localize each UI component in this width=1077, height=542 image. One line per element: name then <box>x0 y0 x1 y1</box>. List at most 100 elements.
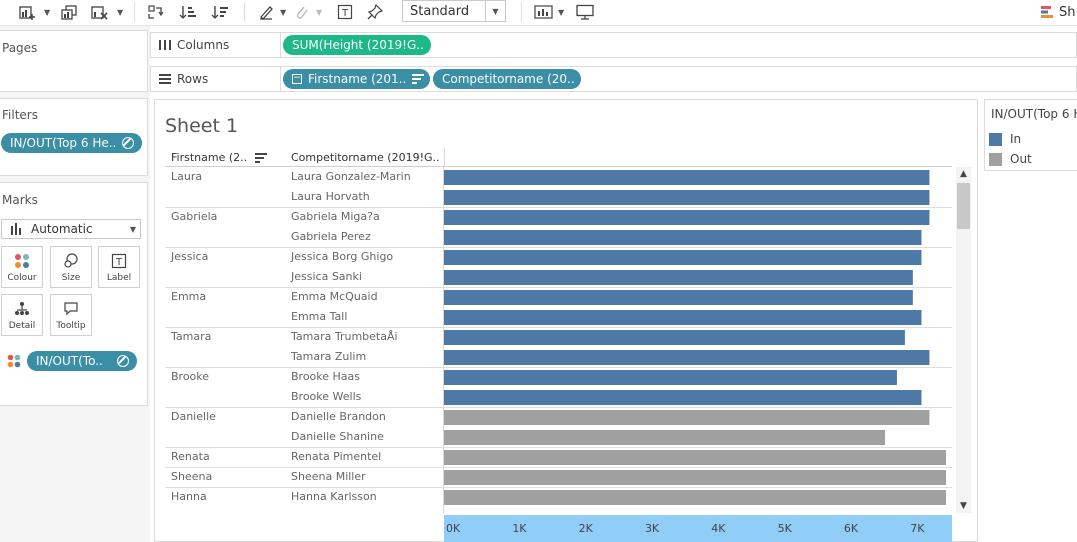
header-competitor[interactable]: Competitorname (2019!G.. <box>291 151 440 164</box>
size-icon <box>64 253 78 268</box>
rows-shelf[interactable]: Rows − Firstname (201.. Competitorname (… <box>150 66 1077 92</box>
bar-in[interactable] <box>444 170 930 185</box>
highlight-pen-icon[interactable] <box>256 2 276 22</box>
label-button[interactable]: T Label <box>98 246 140 288</box>
firstname-cell[interactable]: Danielle <box>171 410 216 423</box>
size-button[interactable]: Size <box>50 246 92 288</box>
bar-in[interactable] <box>444 190 930 205</box>
presentation-mode-icon[interactable] <box>574 2 596 22</box>
bar-out[interactable] <box>444 410 930 425</box>
group-dropdown-icon[interactable]: ▼ <box>316 7 323 17</box>
competitor-cell[interactable]: Danielle Shanine <box>291 430 384 443</box>
chevron-down-icon[interactable]: ▼ <box>129 224 136 234</box>
competitor-cell[interactable]: Emma Tall <box>291 310 348 323</box>
competitor-cell[interactable]: Gabriela Miga?a <box>291 210 380 223</box>
rows-pill-competitor-label: Competitorname (20.. <box>442 72 575 86</box>
row-divider <box>165 447 952 448</box>
columns-shelf[interactable]: Columns SUM(Height (2019!G.. <box>150 32 1077 58</box>
header-firstname[interactable]: Firstname (2.. <box>171 151 268 164</box>
firstname-cell[interactable]: Tamara <box>171 330 212 343</box>
competitor-cell[interactable]: Tamara Zulim <box>291 350 367 363</box>
detail-label: Detail <box>8 321 36 331</box>
bar-in[interactable] <box>444 330 905 345</box>
bar-out[interactable] <box>444 430 885 445</box>
bar-in[interactable] <box>444 290 913 305</box>
show-cards-icon[interactable] <box>532 2 556 22</box>
bar-in[interactable] <box>444 310 922 325</box>
bar-in[interactable] <box>444 390 922 405</box>
rows-pill-competitor[interactable]: Competitorname (20.. <box>433 69 581 89</box>
competitor-cell[interactable]: Jessica Sanki <box>291 270 362 283</box>
competitor-cell[interactable]: Laura Gonzalez-Marin <box>291 170 411 183</box>
competitor-cell[interactable]: Brooke Wells <box>291 390 362 403</box>
mark-type-select[interactable]: Automatic ▼ <box>1 219 141 239</box>
fix-axes-pin-icon[interactable] <box>365 2 385 22</box>
bar-in[interactable] <box>444 350 930 365</box>
left-panel: Pages Filters IN/OUT(Top 6 He.. Marks Au… <box>0 26 150 542</box>
columns-pill[interactable]: SUM(Height (2019!G.. <box>283 35 431 55</box>
vertical-scrollbar[interactable]: ▲ ▼ <box>956 167 971 513</box>
bar-in[interactable] <box>444 230 922 245</box>
x-axis[interactable]: 0K 1K 2K 3K 4K 5K 6K 7K <box>444 515 952 542</box>
competitor-cell[interactable]: Laura Horvath <box>291 190 370 203</box>
detail-button[interactable]: Detail <box>1 294 43 336</box>
competitor-cell[interactable]: Danielle Brandon <box>291 410 386 423</box>
duplicate-sheet-icon[interactable] <box>58 2 80 22</box>
legend-item-in[interactable]: In <box>989 132 1021 146</box>
sort-icon[interactable] <box>255 152 268 163</box>
filter-pill[interactable]: IN/OUT(Top 6 He.. <box>1 133 142 153</box>
pages-card[interactable]: Pages <box>0 30 148 92</box>
bar-in[interactable] <box>444 210 930 225</box>
firstname-cell[interactable]: Emma <box>171 290 207 303</box>
tooltip-button[interactable]: Tooltip <box>50 294 92 336</box>
firstname-cell[interactable]: Jessica <box>171 250 209 263</box>
competitor-cell[interactable]: Sheena Miller <box>291 470 366 483</box>
bar-out[interactable] <box>444 450 947 465</box>
filters-card[interactable]: Filters IN/OUT(Top 6 He.. <box>0 98 148 176</box>
colour-field-pill[interactable]: IN/OUT(To.. <box>27 351 137 371</box>
competitor-cell[interactable]: Hanna Karlsson <box>291 490 377 503</box>
show-me-button[interactable]: Sh <box>1040 2 1076 22</box>
show-mark-labels-icon[interactable]: T <box>335 2 355 22</box>
sort-ascending-icon[interactable] <box>177 2 199 22</box>
competitor-cell[interactable]: Brooke Haas <box>291 370 361 383</box>
firstname-cell[interactable]: Brooke <box>171 370 210 383</box>
colour-button[interactable]: Colour <box>1 246 43 288</box>
bar-in[interactable] <box>444 250 922 265</box>
show-cards-dropdown-icon[interactable]: ▼ <box>558 7 565 17</box>
new-worksheet-icon[interactable] <box>16 2 38 22</box>
chevron-down-icon[interactable]: ▼ <box>485 1 505 21</box>
legend-item-out[interactable]: Out <box>989 152 1032 166</box>
bar-out[interactable] <box>444 490 947 505</box>
fit-mode-select[interactable]: Standard ▼ <box>402 0 506 22</box>
clear-sheet-dropdown-icon[interactable]: ▼ <box>117 7 124 17</box>
scroll-down-icon[interactable]: ▼ <box>960 501 967 511</box>
scroll-up-icon[interactable]: ▲ <box>960 169 967 179</box>
bar-out[interactable] <box>444 470 947 485</box>
competitor-cell[interactable]: Emma McQuaid <box>291 290 378 303</box>
rows-pill-firstname[interactable]: − Firstname (201.. <box>283 69 430 89</box>
competitor-cell[interactable]: Gabriela Perez <box>291 230 371 243</box>
firstname-cell[interactable]: Hanna <box>171 490 207 503</box>
firstname-cell[interactable]: Sheena <box>171 470 213 483</box>
firstname-cell[interactable]: Gabriela <box>171 210 218 223</box>
clear-sheet-icon[interactable] <box>88 2 110 22</box>
plot-separator <box>443 167 444 513</box>
columns-label: Columns <box>177 38 230 52</box>
new-worksheet-dropdown-icon[interactable]: ▼ <box>44 7 51 17</box>
highlight-dropdown-icon[interactable]: ▼ <box>280 7 287 17</box>
bar-in[interactable] <box>444 270 913 285</box>
scrollbar-thumb[interactable] <box>957 183 970 229</box>
competitor-cell[interactable]: Tamara TrumbetaÅi <box>291 330 398 343</box>
group-members-icon[interactable] <box>292 2 312 22</box>
swap-rows-columns-icon[interactable] <box>144 2 166 22</box>
firstname-cell[interactable]: Renata <box>171 450 210 463</box>
collapse-icon[interactable]: − <box>292 73 302 84</box>
firstname-cell[interactable]: Laura <box>171 170 203 183</box>
bar-in[interactable] <box>444 370 897 385</box>
competitor-cell[interactable]: Jessica Borg Ghigo <box>291 250 394 263</box>
x-tick-label: 3K <box>644 522 660 535</box>
competitor-cell[interactable]: Renata Pimentel <box>291 450 382 463</box>
colour-label: Colour <box>7 273 37 283</box>
sort-descending-icon[interactable] <box>209 2 231 22</box>
